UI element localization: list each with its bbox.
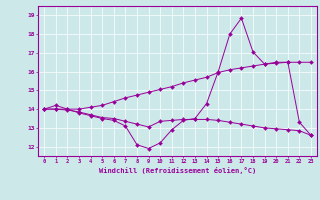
X-axis label: Windchill (Refroidissement éolien,°C): Windchill (Refroidissement éolien,°C) (99, 167, 256, 174)
